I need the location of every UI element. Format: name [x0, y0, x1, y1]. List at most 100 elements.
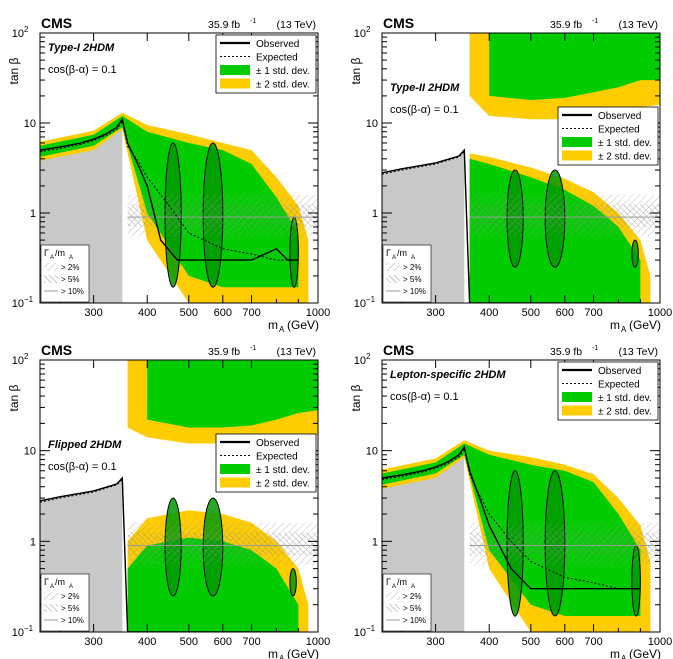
cos-label: cos(β-α) = 0.1 — [48, 64, 117, 76]
y-tick-label-10: 10 — [366, 118, 378, 130]
cms-label: CMS — [41, 342, 72, 358]
x-tick-label: 1000 — [306, 636, 330, 648]
x-tick-label: 400 — [480, 307, 498, 319]
legend-band2-swatch — [562, 405, 592, 416]
legend-band1-swatch — [220, 65, 250, 75]
width-legend-swatch — [386, 263, 400, 271]
model-label: Type-I 2HDM — [48, 42, 115, 54]
energy-label: (13 TeV) — [619, 346, 659, 358]
y-tick-label-0p1-exp: −1 — [24, 295, 34, 304]
lumi-label: 35.9 fb — [550, 346, 582, 358]
legend-band2-label: ± 2 std. dev. — [256, 80, 310, 91]
width-legend-entry: > 5% — [61, 275, 79, 284]
legend-band1-swatch — [220, 464, 250, 474]
x-tick-label: 500 — [522, 636, 540, 648]
width-legend-entry: > 5% — [403, 275, 421, 284]
width-legend: Γ A/m A> 2%> 5%> 10% — [382, 573, 432, 632]
observed-line — [40, 117, 299, 261]
x-axis-label-sub: A — [621, 325, 627, 334]
y-tick-label-100: 10 — [354, 28, 366, 40]
x-axis-label: m — [268, 318, 278, 332]
legend-band1-swatch — [562, 392, 592, 402]
high-tanb-region — [469, 33, 660, 120]
width-legend-box — [40, 244, 90, 303]
plot-frame — [39, 359, 319, 633]
width-legend-title-sub2: A — [69, 584, 73, 590]
y-tick-label-1: 1 — [30, 536, 36, 548]
lumi-label: 35.9 fb — [208, 19, 240, 31]
legend-band1-swatch — [562, 137, 592, 147]
y-tick-label-0p1-exp: −1 — [366, 624, 376, 633]
expected-line — [382, 150, 641, 303]
width-legend-title-sub2: A — [69, 255, 73, 261]
y-tick-label-100-exp: 2 — [366, 352, 371, 361]
x-tick-label: 400 — [138, 636, 156, 648]
x-tick-label: 600 — [214, 636, 232, 648]
observed-line — [382, 445, 641, 590]
y-tick-label-10: 10 — [366, 446, 378, 458]
y-tick-label-10: 10 — [24, 118, 36, 130]
model-label: Type-II 2HDM — [390, 82, 460, 94]
width-legend-entry: > 10% — [403, 616, 426, 625]
lumi-label: 35.9 fb — [208, 346, 240, 358]
legend-expected-label: Expected — [256, 452, 298, 463]
width-legend: Γ A/m A> 2%> 5%> 10% — [40, 244, 90, 303]
y-tick-label-1: 1 — [372, 536, 378, 548]
y-tick-label-1: 1 — [30, 208, 36, 220]
x-axis-label: m — [610, 647, 620, 659]
expected-line — [40, 478, 299, 632]
plot-frame — [381, 359, 661, 633]
width-legend-title: Γ — [44, 248, 49, 258]
band1-high — [489, 33, 660, 100]
x-axis-label-sub: A — [279, 325, 285, 334]
cos-label: cos(β-α) = 0.1 — [48, 461, 117, 473]
x-tick-label: 1000 — [648, 636, 672, 648]
legend-expected-label: Expected — [598, 125, 640, 136]
plot-frame — [381, 32, 661, 304]
width-legend-entry: > 2% — [61, 263, 79, 272]
y-tick-label-0p1: 10 — [12, 298, 24, 310]
x-tick-label: 600 — [556, 636, 574, 648]
observed-line — [382, 148, 641, 303]
lumi-label-exp: -1 — [250, 18, 256, 25]
width-legend-entry: > 10% — [61, 616, 84, 625]
x-tick-label: 700 — [242, 307, 260, 319]
legend-expected-label: Expected — [256, 53, 298, 64]
width-legend-title: Γ — [386, 248, 391, 258]
y-axis-label: tan β — [349, 384, 363, 411]
y-tick-label-100: 10 — [354, 355, 366, 367]
x-tick-label: 500 — [180, 636, 198, 648]
y-tick-label-0p1: 10 — [354, 298, 366, 310]
cos-label: cos(β-α) = 0.1 — [390, 104, 459, 116]
legend-band2-swatch — [220, 477, 250, 488]
lumi-label-exp: -1 — [592, 18, 598, 25]
cos-label: cos(β-α) = 0.1 — [390, 391, 459, 403]
width-legend-title-mid: /m — [397, 577, 407, 587]
x-axis-label: m — [268, 647, 278, 659]
y-tick-label-0p1-exp: −1 — [366, 295, 376, 304]
plot-frame — [39, 32, 319, 304]
width-hatch-5pct — [469, 204, 660, 227]
y-tick-label-10: 10 — [24, 446, 36, 458]
y-axis-label: tan β — [349, 57, 363, 84]
width-legend-entry: > 2% — [403, 592, 421, 601]
legend-expected-label: Expected — [598, 380, 640, 391]
width-legend-entry: > 5% — [403, 604, 421, 613]
x-tick-label: 700 — [242, 636, 260, 648]
x-tick-label: 600 — [556, 307, 574, 319]
y-tick-label-100: 10 — [12, 355, 24, 367]
width-hatch-5pct — [469, 532, 660, 556]
x-tick-label: 300 — [426, 636, 444, 648]
width-legend-entry: > 10% — [61, 287, 84, 296]
legend-band2-label: ± 2 std. dev. — [598, 152, 652, 163]
legend: Observed Expected ± 1 std. dev. ± 2 std. de… — [215, 34, 317, 94]
width-hatch-5pct — [127, 532, 318, 556]
legend: Observed Expected ± 1 std. dev. ± 2 std. de… — [557, 361, 659, 421]
legend-band2-label: ± 2 std. dev. — [598, 407, 652, 418]
width-legend-swatch — [44, 275, 58, 283]
x-tick-label: 500 — [180, 307, 198, 319]
observed-excluded-island — [289, 568, 297, 597]
width-legend-box — [382, 573, 432, 632]
